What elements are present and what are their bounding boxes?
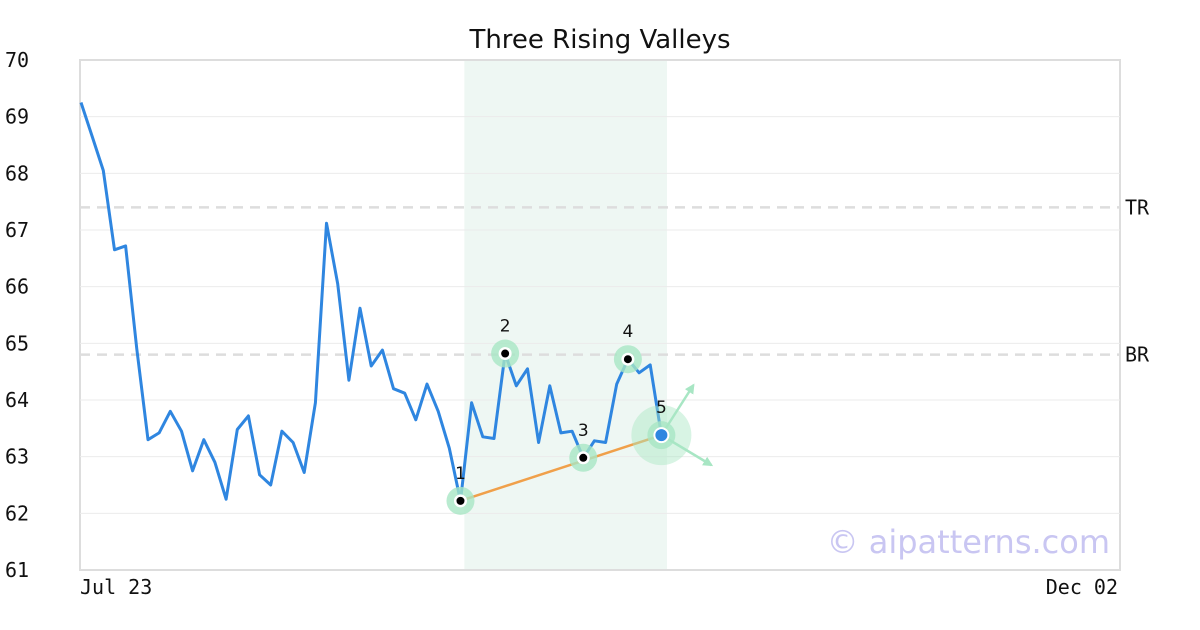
y-axis-ticks: 61 62 63 64 65 66 67 68 69 70	[5, 48, 29, 582]
y-tick-label: 61	[5, 558, 29, 582]
pattern-point-label: 2	[500, 317, 511, 337]
y-tick-label: 65	[5, 331, 29, 355]
pattern-point-marker	[579, 453, 588, 462]
level-lines: TR BR	[80, 195, 1150, 367]
chart-title: Three Rising Valleys	[468, 25, 730, 55]
y-tick-label: 70	[5, 48, 29, 72]
pattern-point-label: 4	[622, 322, 633, 342]
pattern-point-marker	[456, 496, 465, 505]
x-tick-label: Jul 23	[80, 575, 152, 599]
y-tick-label: 62	[5, 501, 29, 525]
y-tick-label: 63	[5, 445, 29, 469]
price-line-series	[79, 102, 663, 503]
y-tick-label: 64	[5, 388, 29, 412]
pattern-point-label: 3	[578, 421, 589, 441]
level-label-br: BR	[1125, 343, 1150, 367]
pattern-point-label: 1	[455, 464, 466, 484]
y-tick-label: 67	[5, 218, 29, 242]
level-label-tr: TR	[1125, 195, 1150, 219]
x-axis-ticks: Jul 23 Dec 02	[80, 575, 1118, 599]
watermark: © aipatterns.com	[827, 523, 1110, 561]
pattern-point-label: 5	[656, 398, 667, 418]
pattern-point-marker	[501, 349, 510, 358]
y-tick-label: 66	[5, 275, 29, 299]
y-tick-label: 69	[5, 105, 29, 129]
pattern-point-marker	[653, 427, 670, 444]
valley-trendline	[460, 433, 662, 503]
y-tick-label: 68	[5, 161, 29, 185]
pattern-point-marker	[623, 355, 632, 364]
x-tick-label: Dec 02	[1046, 575, 1118, 599]
pattern-points: 1 2 3 4 5	[446, 317, 676, 515]
pattern-highlight-region	[464, 61, 667, 569]
gridlines	[80, 116, 1120, 514]
